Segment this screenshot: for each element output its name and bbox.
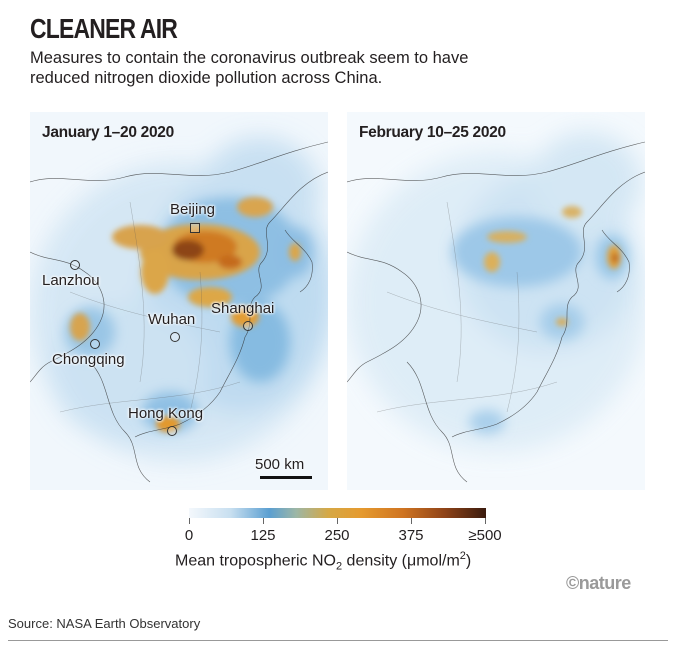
map-february-image [347,112,645,490]
hong-kong-label: Hong Kong [128,405,204,422]
legend-caption-sup: 2 [459,550,466,562]
legend-label-125: 125 [250,527,276,544]
chart-title: CLEANER AIR [30,13,178,44]
shanghai-marker [243,321,253,331]
map-january-image [30,112,328,490]
wuhan-label: Wuhan [148,311,196,328]
legend-tick [189,518,190,524]
lanzhou-label: Lanzhou [42,272,100,289]
legend-label-375: 375 [398,527,424,544]
beijing-label: Beijing [170,201,216,218]
lanzhou-marker [70,260,80,270]
legend-tick [263,518,264,524]
legend-tick [411,518,412,524]
legend-tick [485,518,486,524]
nature-logo: ©nature [566,573,631,593]
map-february-title: February 10–25 2020 [359,124,506,141]
wuhan-marker [170,332,180,342]
map-february: February 10–25 2020 [347,112,645,490]
map-january-title: January 1–20 2020 [42,124,174,141]
chongqing-label: Chongqing [52,351,125,368]
legend-label-0: 0 [184,527,194,544]
source-note: Source: NASA Earth Observatory [8,616,201,631]
legend-caption-end: ) [465,552,472,570]
chart-subtitle: Measures to contain the coronavirus outb… [30,49,469,87]
legend-caption: Mean tropospheric NO2 density (μmol/m2) [175,550,471,573]
scale-bar-label: 500 km [255,456,305,473]
legend-color-bar [189,508,486,518]
chongqing-marker [90,339,100,349]
legend-caption-main: Mean tropospheric NO [175,552,336,570]
beijing-marker [190,223,200,233]
divider [8,640,668,641]
legend-label-500: ≥500 [468,527,502,544]
shanghai-label: Shanghai [211,300,275,317]
scale-bar [260,476,312,479]
legend-label-250: 250 [324,527,350,544]
legend-caption-sub: 2 [335,560,343,573]
hong-kong-marker [167,426,177,436]
legend-tick [337,518,338,524]
legend-caption-tail: density (μmol/m [342,552,460,570]
map-january: January 1–20 2020 Beijing Lanzhou Shangh… [30,112,328,490]
